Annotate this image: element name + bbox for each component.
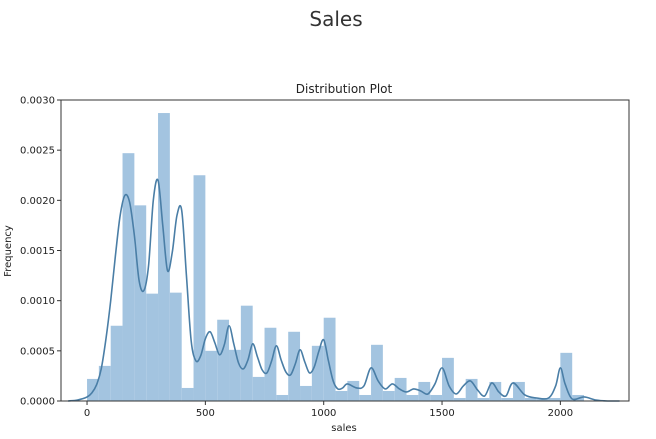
histogram-bar [169, 292, 182, 401]
y-tick-label: 0.0030 [20, 96, 55, 107]
x-tick-label: 1000 [311, 408, 336, 419]
histogram-bar [229, 349, 241, 401]
y-tick-label: 0.0000 [20, 397, 55, 408]
x-tick-label: 1500 [429, 408, 454, 419]
histogram-bar [158, 113, 170, 401]
histogram-bar [513, 381, 525, 401]
histogram-bar [98, 365, 111, 401]
histogram-bar [217, 319, 230, 401]
histogram-bar [477, 397, 490, 401]
histogram-bar [524, 397, 537, 401]
histogram-bar [240, 305, 253, 401]
x-tick-label: 0 [84, 408, 90, 419]
histogram-bar [122, 153, 135, 401]
histogram-bar [193, 175, 206, 401]
histogram-bar [453, 397, 466, 401]
histogram-bar [87, 378, 99, 401]
histogram-bar [560, 352, 573, 401]
histogram-bar [205, 350, 218, 401]
histogram-bar [430, 394, 443, 401]
x-tick-label: 500 [196, 408, 215, 419]
histogram-bar [311, 345, 324, 401]
histogram-bar [418, 381, 431, 401]
histogram-bar [181, 387, 194, 401]
histogram-bar [146, 293, 159, 401]
histogram-bar [382, 390, 395, 401]
histogram-bar [501, 397, 514, 401]
histogram-bar [347, 380, 360, 401]
histogram-bar [371, 344, 383, 401]
y-axis-ticks: 0.0000 0.0005 0.0010 0.0015 0.0020 0.0025 0.00… [20, 96, 61, 408]
kde-line [68, 178, 620, 402]
y-tick-label: 0.0005 [20, 346, 55, 357]
histogram-bar [489, 381, 502, 401]
histogram-bar [110, 325, 123, 401]
histogram-bar [406, 394, 419, 401]
x-axis-ticks: 0 500 1000 1500 2000 [84, 401, 573, 419]
y-tick-label: 0.0010 [20, 296, 55, 307]
histogram-bar [276, 394, 289, 401]
histogram-bar [359, 394, 372, 401]
histogram-bar [465, 378, 478, 401]
histogram-bar [134, 205, 147, 401]
y-axis-label: Frequency [3, 225, 14, 277]
histogram-bar [252, 376, 265, 401]
histogram-bar [442, 357, 454, 401]
x-axis-label: sales [331, 423, 356, 434]
x-tick-label: 2000 [548, 408, 573, 419]
y-tick-label: 0.0025 [20, 146, 55, 157]
y-tick-label: 0.0015 [20, 246, 55, 257]
histogram-bar [300, 385, 312, 401]
histogram-bar [548, 397, 561, 401]
histogram-bars [87, 113, 585, 401]
histogram-bar [323, 317, 336, 401]
chart-title: Distribution Plot [296, 82, 393, 96]
figure-suptitle: Sales [309, 7, 362, 31]
histogram-bar [335, 390, 348, 401]
y-tick-label: 0.0020 [20, 196, 55, 207]
